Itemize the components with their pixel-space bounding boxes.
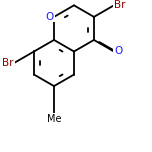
- Text: Me: Me: [47, 114, 61, 124]
- Text: Br: Br: [114, 0, 125, 10]
- Text: O: O: [46, 12, 54, 22]
- Text: Me: Me: [47, 114, 61, 124]
- Text: O: O: [114, 47, 122, 57]
- Text: Br: Br: [2, 58, 14, 68]
